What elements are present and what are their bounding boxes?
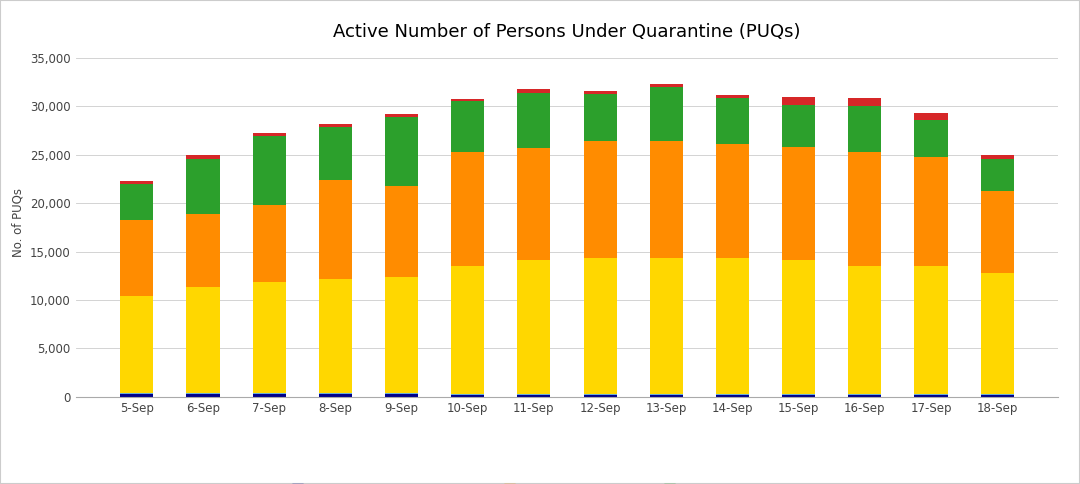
Bar [650,258,683,394]
Bar [650,84,683,87]
Bar [915,394,947,395]
Bar [384,186,418,277]
Bar [319,279,352,393]
Bar [981,394,1014,395]
Bar [187,394,219,397]
Bar [583,394,617,395]
Bar [451,152,484,266]
Bar [915,266,947,394]
Bar [451,101,484,152]
Bar [915,395,947,397]
Bar [319,180,352,279]
Bar [716,395,750,397]
Bar [583,395,617,397]
Bar [848,152,881,266]
Bar [120,181,153,184]
Bar [782,147,815,260]
Legend: Home  Quarantine, Government Quarantine Facility, Non-gazetted Dorm., Transferre: Home Quarantine, Government Quarantine F… [287,479,847,484]
Bar [848,395,881,397]
Bar [915,120,947,157]
Bar [848,266,881,394]
Bar [253,136,286,205]
Bar [120,220,153,296]
Bar [848,394,881,395]
Bar [451,395,484,397]
Bar [650,394,683,395]
Bar [384,277,418,393]
Bar [187,155,219,159]
Bar [120,394,153,397]
Bar [517,260,551,394]
Bar [384,117,418,186]
Bar [187,287,219,393]
Bar [384,114,418,117]
Bar [583,258,617,394]
Bar [517,89,551,93]
Bar [981,395,1014,397]
Bar [650,395,683,397]
Bar [782,105,815,147]
Bar [782,97,815,105]
Bar [517,394,551,395]
Bar [650,141,683,258]
Y-axis label: No. of PUQs: No. of PUQs [12,188,25,257]
Bar [915,113,947,120]
Bar [319,127,352,180]
Bar [848,106,881,152]
Bar [451,394,484,395]
Bar [583,94,617,141]
Bar [384,394,418,397]
Bar [187,214,219,287]
Bar [120,296,153,393]
Bar [253,282,286,393]
Bar [517,93,551,148]
Bar [981,191,1014,273]
Bar [782,260,815,394]
Bar [120,184,153,220]
Bar [583,141,617,258]
Bar [319,393,352,394]
Bar [187,159,219,214]
Bar [319,124,352,127]
Bar [451,99,484,101]
Bar [716,258,750,394]
Bar [253,133,286,136]
Title: Active Number of Persons Under Quarantine (PUQs): Active Number of Persons Under Quarantin… [334,23,800,41]
Bar [981,159,1014,191]
Bar [319,394,352,397]
Bar [253,394,286,397]
Bar [716,144,750,258]
Bar [716,394,750,395]
Bar [253,393,286,394]
Bar [782,394,815,395]
Bar [583,91,617,94]
Bar [915,157,947,266]
Bar [716,98,750,144]
Bar [848,98,881,106]
Bar [120,393,153,394]
Bar [981,273,1014,394]
Bar [451,266,484,394]
Bar [716,95,750,98]
Bar [187,393,219,394]
Bar [650,87,683,141]
Bar [253,205,286,282]
Bar [384,393,418,394]
Bar [517,395,551,397]
Bar [981,155,1014,159]
Bar [782,395,815,397]
Bar [517,148,551,260]
